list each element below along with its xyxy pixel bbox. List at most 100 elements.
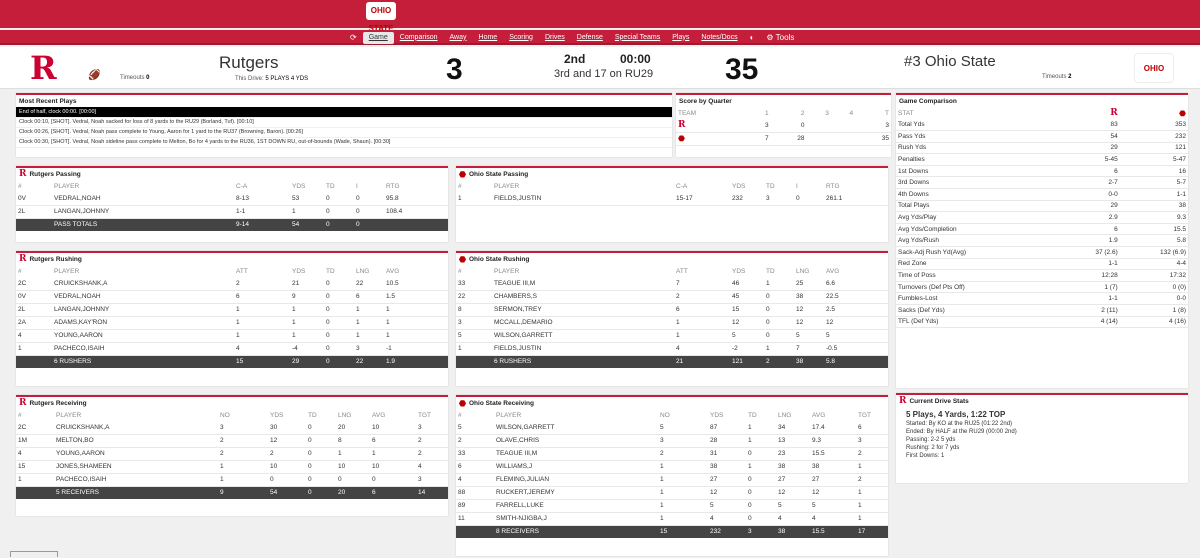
stat-cell: 1 <box>658 473 708 487</box>
column-header: PLAYER <box>494 182 520 190</box>
stat-cell: 15 <box>730 303 764 317</box>
stat-cell: 15.5 <box>810 447 856 461</box>
home-value: 1 (8) <box>1119 304 1188 317</box>
comparison-row: Fumbles-Lost 1-1 0-0 <box>896 292 1188 305</box>
comparison-row: 4th Downs 0-0 1-1 <box>896 188 1188 201</box>
ohio-state-rushing-panel: ⬣ Ohio State Rushing # PLAYER ATT YDS TD LNG AV… <box>456 251 888 386</box>
stat-cell: 12 <box>730 316 764 330</box>
stat-cell: 5 <box>776 499 810 513</box>
stat-cell: 1 <box>658 460 708 474</box>
stat-cell: 1 <box>658 499 708 513</box>
nav-notes-docs[interactable]: Notes/Docs <box>701 33 738 41</box>
stat-cell: 5 <box>824 329 888 343</box>
home-timeouts: Timeouts 2 <box>1042 74 1072 80</box>
away-value: 1-1 <box>1059 292 1120 305</box>
stat-name: Fumbles-Lost <box>896 292 1060 305</box>
stat-cell: 10 <box>336 460 370 474</box>
stat-cell: 33 <box>456 277 492 291</box>
panel-title: Most Recent Plays <box>19 97 77 105</box>
stat-cell: 232 <box>730 192 764 206</box>
total-cell <box>16 486 54 499</box>
total-cell: 15.5 <box>810 525 856 538</box>
stat-cell: 13 <box>776 434 810 448</box>
rutgers-receiving-panel: R Rutgers Receiving # PLAYER NO YDS TD LNG AVG T… <box>16 395 448 516</box>
stat-cell: 0 <box>370 473 416 487</box>
nav-comparison[interactable]: Comparison <box>399 33 438 41</box>
total-cell: 14 <box>416 486 448 499</box>
nav-away[interactable]: Away <box>449 33 467 41</box>
stat-name: 4th Downs <box>896 188 1060 201</box>
column-header: LNG <box>338 411 352 419</box>
nav-drives[interactable]: Drives <box>544 33 565 41</box>
table-row: 2L LANGAN,JOHNNY 1 1 0 1 1 <box>16 303 448 317</box>
play-row: End of half, clock 00:00. [00:00] <box>16 107 672 118</box>
stat-cell: 0 <box>764 316 794 330</box>
table-row: 5 WILSON,GARRETT 1 5 0 5 5 <box>456 329 888 343</box>
drive-detail: Ended: By HALF at the RU29 (00:00 2nd) <box>906 429 1017 435</box>
away-value: 0-0 <box>1059 188 1120 201</box>
stat-cell: 1 <box>354 303 384 317</box>
stat-name: 1st Downs <box>896 165 1060 178</box>
table-row: 15 JONES,SHAMEEN 1 10 0 10 10 4 <box>16 460 448 474</box>
stat-cell: 6 <box>456 460 494 474</box>
quarter-cell <box>806 119 831 133</box>
stat-cell: 1 <box>764 342 794 356</box>
stat-cell: 108.4 <box>384 205 448 219</box>
nav-defense[interactable]: Defense <box>576 33 603 41</box>
nav-game[interactable]: Game <box>362 31 394 44</box>
stat-cell: 0 <box>324 205 354 219</box>
stat-cell: 5 <box>730 329 764 343</box>
stat-cell: 2 <box>218 434 268 448</box>
column-header: LNG <box>778 411 792 419</box>
team-logo-cell: ⬣ <box>676 132 747 146</box>
home-value: 38 <box>1119 200 1188 213</box>
column-header: # <box>458 267 462 275</box>
quarter-header: T <box>885 109 889 117</box>
player-name: WILLIAMS,J <box>494 460 658 474</box>
stat-cell: 3 <box>658 434 708 448</box>
comparison-row: 1st Downs 6 16 <box>896 165 1188 178</box>
stat-cell: 2 <box>416 447 448 461</box>
stat-cell: 1 <box>384 303 448 317</box>
tools-button[interactable]: ⚙ Tools <box>760 33 800 42</box>
stat-cell: 87 <box>708 421 746 435</box>
total-cell: 3 <box>746 525 776 538</box>
stat-cell: 3 <box>856 434 888 448</box>
stat-cell: 0 <box>746 499 776 513</box>
column-header: TD <box>766 182 775 190</box>
stat-name: Sack-Adj Rush Yd(Avg) <box>896 246 1060 259</box>
comparison-row: Sacks (Def Yds) 2 (11) 1 (8) <box>896 304 1188 317</box>
quarter-cell <box>806 132 831 146</box>
stat-cell: 4 <box>674 342 730 356</box>
away-value: 37 (2.6) <box>1059 246 1120 259</box>
totals-row: 6 RUSHERS 21 121 2 38 5.8 <box>456 355 888 368</box>
theme-toggle-icon[interactable]: ◐ <box>749 33 755 42</box>
nav-scoring[interactable]: Scoring <box>509 33 533 41</box>
total-cell: 6 RUSHERS <box>492 355 674 368</box>
nav-special-teams[interactable]: Special Teams <box>614 33 661 41</box>
stat-cell: 0 <box>746 447 776 461</box>
stat-cell: 0 <box>306 460 336 474</box>
quarter-cell: 3 <box>855 119 891 133</box>
table-row: 1 PACHECO,ISAIH 1 0 0 0 0 3 <box>16 473 448 487</box>
table-row: 2A ADAMS,KAY'RON 1 1 0 1 1 <box>16 316 448 330</box>
refresh-icon[interactable]: ⟳ <box>350 33 357 42</box>
stat-cell: 1 <box>290 316 324 330</box>
stat-cell: 0 <box>746 473 776 487</box>
stat-cell: 0 <box>268 473 306 487</box>
away-value: 2 (11) <box>1059 304 1120 317</box>
table-row: 8 SERMON,TREY 6 15 0 12 2.5 <box>456 303 888 317</box>
ohio-state-receiving-panel: ⬣ Ohio State Receiving # PLAYER NO YDS TD LNG A… <box>456 395 888 556</box>
nav-plays[interactable]: Plays <box>672 33 690 41</box>
total-cell <box>16 355 52 368</box>
stat-cell: 0 <box>324 290 354 304</box>
stat-cell: 1 <box>218 473 268 487</box>
player-name: ADAMS,KAY'RON <box>52 316 234 330</box>
stat-cell: 6 <box>234 290 290 304</box>
away-value: 54 <box>1059 130 1120 143</box>
away-value: 6 <box>1059 223 1120 236</box>
footer-logo <box>10 551 58 557</box>
nav-home[interactable]: Home <box>478 33 498 41</box>
player-name: TEAGUE III,M <box>492 277 674 291</box>
stat-cell: 1 <box>384 316 448 330</box>
